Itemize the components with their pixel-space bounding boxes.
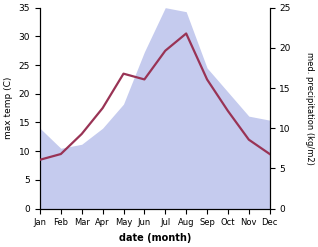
X-axis label: date (month): date (month) [119,233,191,243]
Y-axis label: med. precipitation (kg/m2): med. precipitation (kg/m2) [305,52,314,165]
Y-axis label: max temp (C): max temp (C) [4,77,13,139]
